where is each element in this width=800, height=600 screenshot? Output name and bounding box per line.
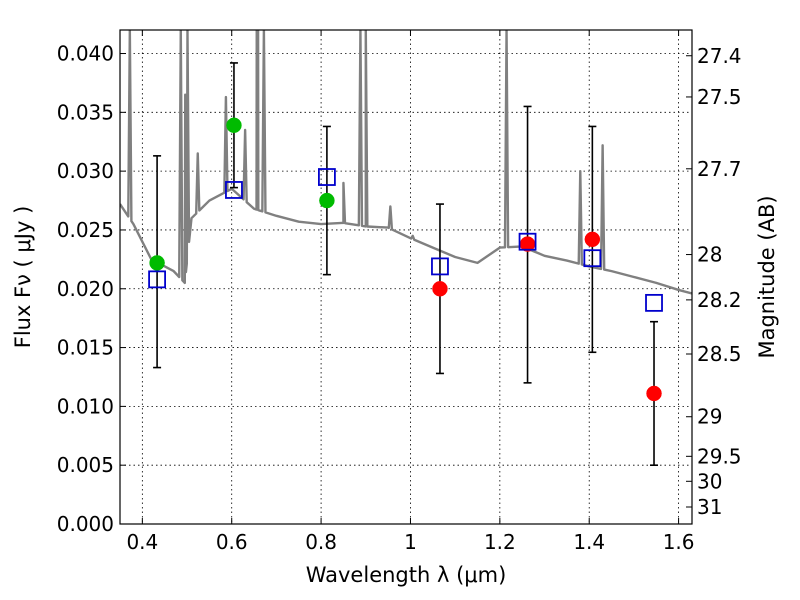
- x-axis-label: Wavelength λ (μm): [306, 563, 507, 587]
- red-data-point: [584, 231, 601, 248]
- y2-tick-label: 28: [697, 243, 722, 267]
- y2-tick-label: 30: [697, 469, 722, 493]
- green-data-point: [319, 192, 335, 209]
- y-tick-label: 0.030: [57, 159, 114, 183]
- x-tick-label: 0.4: [126, 530, 158, 554]
- y2-tick-label: 31: [697, 495, 722, 519]
- data-points: [149, 117, 662, 402]
- y2-tick-label: 29: [697, 405, 722, 429]
- y-tick-label: 0.010: [57, 394, 114, 418]
- y-tick-label: 0.035: [57, 100, 114, 124]
- y-tick-label: 0.040: [57, 42, 114, 66]
- model-squares: [148, 168, 663, 312]
- y2-tick-label: 28.5: [697, 342, 742, 366]
- model-square-marker: [645, 293, 663, 312]
- model-square-marker: [225, 181, 243, 199]
- green-data-point: [149, 255, 165, 271]
- x-axis: 0.4 0.6 0.8 1 1.2 1.4 1.6: [126, 30, 695, 554]
- plot-background: [120, 30, 692, 524]
- y-axis-label: Flux Fν ( μJy ): [11, 206, 35, 349]
- green-data-point: [226, 117, 242, 134]
- x-tick-label: 0.6: [216, 530, 248, 554]
- y2-tick-label: 28.2: [697, 288, 742, 312]
- y-axis: 0.000 0.005 0.010 0.015 0.020 0.025 0.030 0.035…: [57, 42, 126, 536]
- y-tick-label: 0.025: [57, 218, 114, 242]
- y-tick-label: 0.020: [57, 277, 114, 301]
- x-tick-label: 1.6: [663, 530, 695, 554]
- x-tick-label: 1.4: [573, 530, 605, 554]
- y2-tick-label: 29.5: [697, 444, 742, 468]
- red-data-point: [646, 385, 662, 402]
- model-spectrum: [120, 30, 692, 295]
- spectrum-line: [120, 30, 692, 295]
- y2-axis-label: Magnitude (AB): [755, 195, 779, 358]
- y2-tick-label: 27.7: [697, 157, 742, 181]
- y-tick-label: 0.000: [57, 512, 114, 536]
- model-square-marker: [318, 168, 336, 186]
- y2-tick-label: 27.5: [697, 85, 742, 109]
- x-tick-label: 1.2: [484, 530, 516, 554]
- y-tick-label: 0.005: [57, 453, 114, 477]
- model-square-marker: [431, 257, 449, 276]
- plot-frame: [119, 29, 693, 525]
- model-square-marker: [583, 249, 602, 268]
- model-square-marker: [148, 270, 166, 289]
- y2-tick-label: 27.4: [697, 44, 742, 68]
- x-tick-label: 0.8: [305, 530, 337, 554]
- x-tick-label: 1: [404, 530, 417, 554]
- model-square-marker: [518, 232, 537, 251]
- red-data-point: [432, 281, 448, 297]
- y-tick-label: 0.015: [57, 336, 114, 360]
